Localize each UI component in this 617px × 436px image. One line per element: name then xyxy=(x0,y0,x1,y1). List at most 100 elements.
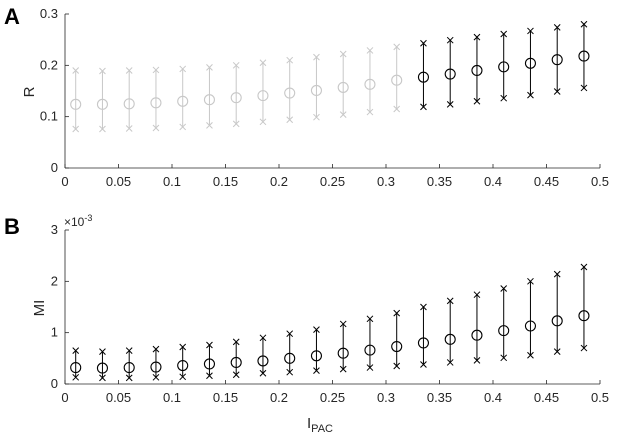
panel-b-exponent-power: -3 xyxy=(84,213,92,223)
panel-b-point xyxy=(177,343,189,381)
panel-b-y-tick-label: 0 xyxy=(51,376,58,391)
panel-b-x-tick-label: 0.5 xyxy=(591,390,609,405)
panel-a-mean-marker xyxy=(230,92,242,104)
panel-b-upper-cross xyxy=(179,343,187,351)
panel-a-lower-cross xyxy=(72,125,80,133)
panel-b-upper-cross xyxy=(259,334,267,342)
panel-a-mean-marker xyxy=(203,94,215,106)
panel-a-point xyxy=(551,23,563,95)
panel-b-cross-stroke xyxy=(286,368,294,376)
panel-a-cross-stroke xyxy=(553,23,561,31)
panel-b-mean-marker xyxy=(150,361,162,373)
panel-a-cross-stroke xyxy=(179,123,187,131)
panel-b-upper-cross xyxy=(500,285,508,292)
panel-a-y-tick-label: 0.2 xyxy=(40,57,58,72)
panel-b-lower-cross xyxy=(125,374,133,382)
panel-b-point xyxy=(551,270,563,356)
panel-b-cross-stroke xyxy=(125,374,133,382)
panel-b-lower-cross xyxy=(313,367,320,375)
panel-b-y-tick-label: 2 xyxy=(51,273,58,288)
panel-a-point xyxy=(337,50,349,118)
panel-a-lower-cross xyxy=(313,113,320,121)
panel-b-upper-cross xyxy=(420,303,427,311)
panel-a-x-tick-label: 0.4 xyxy=(484,174,502,189)
panel-a-point xyxy=(230,61,242,128)
panel-b-mean-marker xyxy=(284,352,296,364)
panel-b-x-tick-label: 0.15 xyxy=(213,390,238,405)
panel-b-cross-stroke xyxy=(500,354,508,362)
panel-b-lower-cross xyxy=(99,374,106,382)
panel-a-lower-cross xyxy=(393,105,401,113)
panel-b-lower-cross xyxy=(152,373,160,381)
panel-a-upper-cross xyxy=(366,47,374,54)
panel-b-lower-cross xyxy=(179,373,187,381)
panel-a-x-tick-label: 0.3 xyxy=(377,174,395,189)
panel-a-point xyxy=(364,47,376,116)
panel-a-y-tick-label: 0 xyxy=(51,160,58,175)
panel-a-mean-marker xyxy=(551,54,563,66)
panel-b-cross-stroke xyxy=(232,371,240,379)
panel-b-upper-cross xyxy=(446,297,454,305)
panel-a-cross-stroke xyxy=(313,53,320,61)
panel-b-cross-stroke xyxy=(72,373,80,381)
panel-a-cross-stroke xyxy=(99,67,106,75)
panel-b-cross-stroke xyxy=(473,291,481,299)
panel-b-cross-stroke xyxy=(259,334,267,342)
panel-a-point xyxy=(70,67,82,133)
panel-b-lower-cross xyxy=(259,369,267,377)
panel-b-cross-stroke xyxy=(152,345,160,353)
panel-b-mean-marker xyxy=(203,358,215,370)
panel-b-cross-stroke xyxy=(339,320,347,328)
panel-a-x-tick-label: 0.5 xyxy=(591,174,609,189)
panel-a-point xyxy=(284,56,296,124)
panel-a-cross-stroke xyxy=(313,113,320,121)
panel-b-point xyxy=(70,347,82,381)
panel-a-x-tick-label: 0.25 xyxy=(320,174,345,189)
panel-a-cross-stroke xyxy=(206,122,213,129)
panel-a-mean-marker xyxy=(123,98,135,110)
panel-b-mean-marker xyxy=(417,337,430,349)
panel-a-label: A xyxy=(4,4,20,29)
panel-b-cross-stroke xyxy=(125,347,133,354)
panel-b-mean-marker xyxy=(177,359,189,372)
panel-a-lower-cross xyxy=(259,118,267,126)
panel-a-cross-stroke xyxy=(500,30,508,38)
panel-a-upper-cross xyxy=(339,50,347,58)
panel-a-mean-marker xyxy=(364,78,376,90)
panel-b-cross-stroke xyxy=(393,309,401,317)
panel-a-upper-cross xyxy=(72,67,80,74)
panel-a-x-ticks: 0 0.05 0.1 0.15 0.2 0.25 0.3 0.35 0.4 0.45 0.5 xyxy=(61,164,609,189)
panel-a-cross-stroke xyxy=(473,33,481,41)
panel-b-mean-marker xyxy=(123,362,135,374)
panel-b-lower-cross xyxy=(72,373,80,381)
panel-a-x-tick-label: 0.45 xyxy=(534,174,559,189)
panel-b-mean-marker xyxy=(524,320,537,332)
panel-a-mean-marker xyxy=(444,68,456,80)
panel-b-mean-marker xyxy=(257,355,269,367)
panel-a-upper-cross xyxy=(473,33,481,41)
panel-b-point xyxy=(417,303,430,368)
panel-b-cross-stroke xyxy=(366,364,374,371)
panel-a-x-tick-label: 0.2 xyxy=(270,174,288,189)
panel-a-cross-stroke xyxy=(553,88,561,95)
panel-a-cross-stroke xyxy=(259,59,267,67)
panel-a-cross-stroke xyxy=(125,67,133,74)
panel-b-cross-stroke xyxy=(339,365,347,373)
panel-a-point xyxy=(417,39,430,111)
panel-a-upper-cross xyxy=(99,67,106,75)
panel-b-cross-stroke xyxy=(366,315,374,323)
panel-b-point xyxy=(150,345,162,381)
panel-a-cross-stroke xyxy=(446,36,454,44)
panel-b-mean-marker xyxy=(551,315,563,327)
panel-b-x-tick-label: 0.1 xyxy=(163,390,181,405)
panel-a-mean-marker xyxy=(337,81,349,93)
panel-b-lower-cross xyxy=(500,354,508,362)
panel-b-cross-stroke xyxy=(420,361,427,368)
panel-b-point xyxy=(471,291,483,364)
panel-b-lower-cross xyxy=(366,364,374,371)
panel-a-x-tick-label: 0.15 xyxy=(213,174,238,189)
panel-b-point xyxy=(257,334,269,377)
panel-a-mean-marker xyxy=(471,64,483,77)
panel-a-point xyxy=(524,27,537,99)
